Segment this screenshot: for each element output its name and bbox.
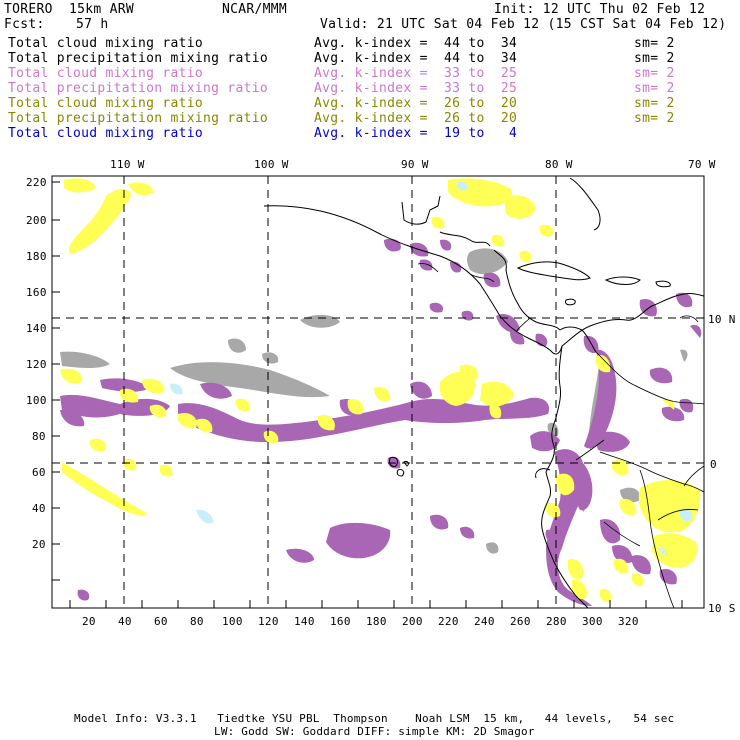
x-tick-label: 140	[294, 615, 315, 628]
legend-field: Total precipitation mixing ratio	[8, 81, 269, 96]
legend-kindex: Avg. k-index = 26 to 20	[314, 111, 518, 126]
y-tick-label: 120	[26, 358, 47, 371]
lon-label: 80 W	[545, 158, 573, 171]
legend-kindex: Avg. k-index = 19 to 4	[314, 126, 518, 141]
lon-label: 70 W	[688, 158, 716, 171]
x-tick-label: 160	[330, 615, 351, 628]
model-info-line2: LW: Godd SW: Goddard DIFF: simple KM: 2D…	[214, 725, 535, 738]
legend-row: Total cloud mixing ratio Avg. k-index = …	[8, 66, 728, 81]
y-ticks	[52, 181, 60, 581]
legend-kindex: Avg. k-index = 26 to 20	[314, 96, 518, 111]
legend-row: Total cloud mixing ratio Avg. k-index = …	[8, 126, 728, 141]
legend-sm: sm= 2	[634, 51, 675, 66]
x-ticks	[69, 600, 683, 608]
legend-field: Total cloud mixing ratio	[8, 96, 204, 111]
x-tick-label: 60	[154, 615, 168, 628]
x-tick-label: 40	[118, 615, 132, 628]
x-tick-label: 320	[618, 615, 639, 628]
legend-kindex: Avg. k-index = 44 to 34	[314, 36, 518, 51]
legend-sm: sm= 2	[634, 81, 675, 96]
forecast-hours: 57 h	[76, 17, 109, 32]
lon-label: 110 W	[110, 158, 145, 171]
x-tick-label: 200	[402, 615, 423, 628]
init-time: Init: 12 UTC Thu 02 Feb 12	[494, 2, 706, 17]
legend-field: Total cloud mixing ratio	[8, 66, 204, 81]
x-tick-label: 220	[438, 615, 459, 628]
x-tick-label: 280	[546, 615, 567, 628]
legend-sm: sm= 2	[634, 36, 675, 51]
legend-row: Total precipitation mixing ratio Avg. k-…	[8, 51, 728, 66]
legend-row: Total precipitation mixing ratio Avg. k-…	[8, 81, 728, 96]
x-tick-label: 100	[222, 615, 243, 628]
legend-field: Total precipitation mixing ratio	[8, 51, 269, 66]
x-tick-label: 180	[366, 615, 387, 628]
legend-row: Total precipitation mixing ratio Avg. k-…	[8, 111, 728, 126]
x-tick-label: 240	[474, 615, 495, 628]
lat-label: 10 S	[708, 602, 736, 615]
lon-label: 90 W	[401, 158, 429, 171]
y-tick-label: 60	[32, 466, 46, 479]
y-tick-label: 180	[26, 250, 47, 263]
model-info-line1: Model Info: V3.3.1 Tiedtke YSU PBL Thomp…	[74, 712, 675, 725]
lat-label: 10 N	[708, 313, 736, 326]
y-tick-label: 40	[32, 502, 46, 515]
forecast-label: Fcst:	[4, 17, 45, 32]
x-tick-label: 300	[582, 615, 603, 628]
legend-row: Total cloud mixing ratio Avg. k-index = …	[8, 96, 728, 111]
legend-kindex: Avg. k-index = 33 to 25	[314, 81, 518, 96]
legend-field: Total cloud mixing ratio	[8, 36, 204, 51]
y-tick-label: 160	[26, 286, 47, 299]
legend-sm: sm= 2	[634, 66, 675, 81]
cloud-field-layer	[52, 176, 704, 608]
legend-sm: sm= 2	[634, 111, 675, 126]
legend-field: Total precipitation mixing ratio	[8, 111, 269, 126]
y-tick-label: 140	[26, 322, 47, 335]
x-tick-label: 20	[82, 615, 96, 628]
legend-field: Total cloud mixing ratio	[8, 126, 204, 141]
coastline	[263, 177, 704, 608]
y-tick-label: 80	[32, 430, 46, 443]
y-tick-label: 220	[26, 176, 47, 189]
lat-label: 0	[710, 458, 717, 471]
legend-row: Total cloud mixing ratio Avg. k-index = …	[8, 36, 728, 51]
model-title: TORERO 15km ARW	[4, 2, 135, 17]
x-tick-label: 120	[258, 615, 279, 628]
x-tick-label: 80	[190, 615, 204, 628]
lon-label: 100 W	[254, 158, 289, 171]
y-tick-label: 20	[32, 538, 46, 551]
y-tick-label: 100	[26, 394, 47, 407]
legend-sm: sm= 2	[634, 96, 675, 111]
org-label: NCAR/MMM	[222, 2, 288, 17]
map-frame	[51, 175, 705, 609]
legend-kindex: Avg. k-index = 44 to 34	[314, 51, 518, 66]
valid-time: Valid: 21 UTC Sat 04 Feb 12 (15 CST Sat …	[320, 17, 727, 32]
y-tick-label: 200	[26, 214, 47, 227]
x-tick-label: 260	[510, 615, 531, 628]
legend-kindex: Avg. k-index = 33 to 25	[314, 66, 518, 81]
graticule	[52, 176, 704, 608]
